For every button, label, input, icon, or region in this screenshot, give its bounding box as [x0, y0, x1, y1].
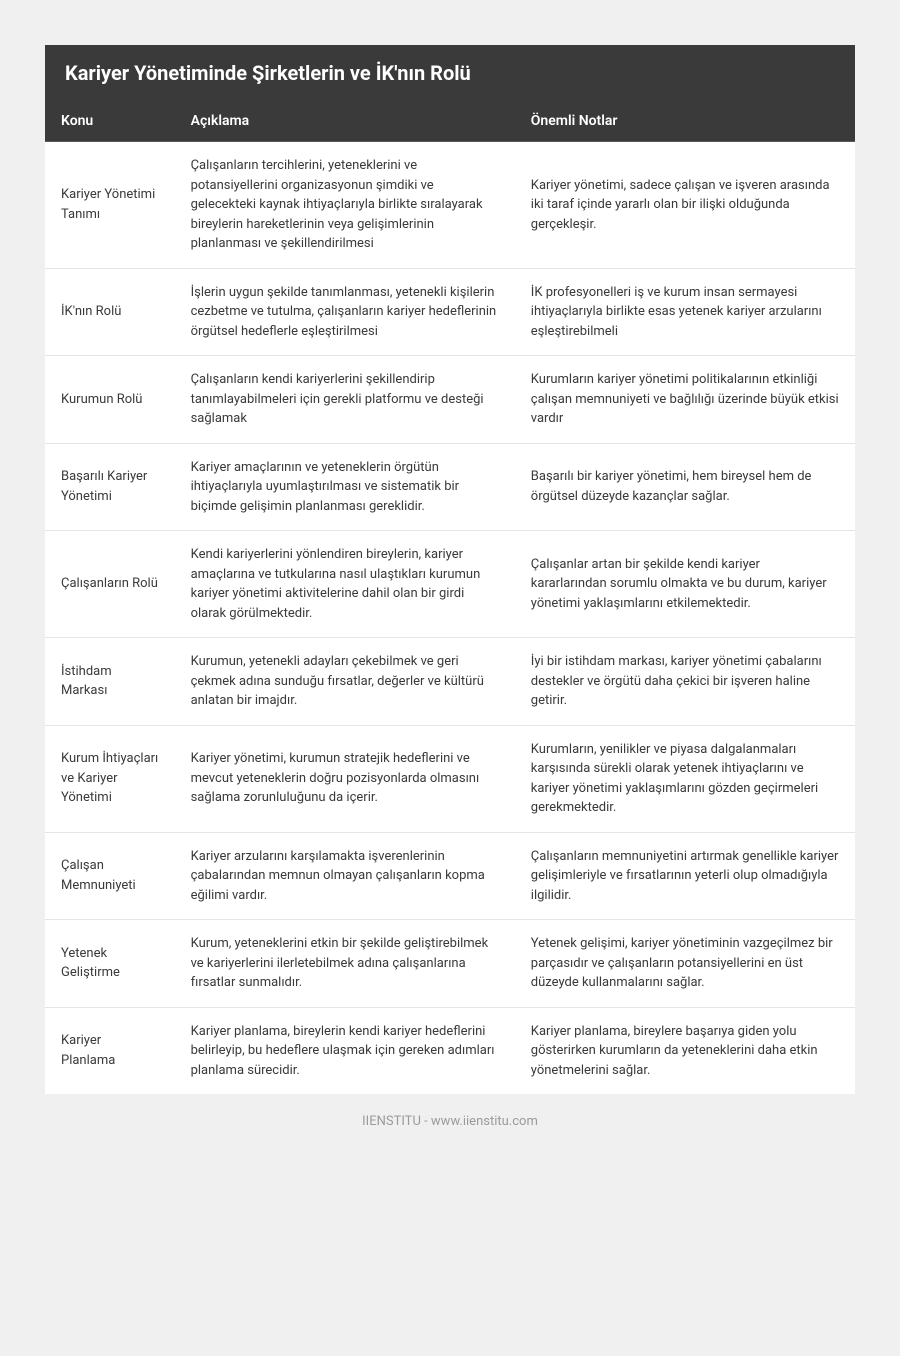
cell-notes: Kurumların, yenilikler ve piyasa dalgala…	[515, 725, 855, 832]
column-header-notes: Önemli Notlar	[515, 101, 855, 142]
table-row: Çalışan MemnuniyetiKariyer arzularını ka…	[45, 832, 855, 920]
cell-notes: Kariyer planlama, bireylere başarıya gid…	[515, 1007, 855, 1094]
table-row: İK'nın Rolüİşlerin uygun şekilde tanımla…	[45, 268, 855, 356]
document-title: Kariyer Yönetiminde Şirketlerin ve İK'nı…	[45, 45, 855, 101]
table-row: Kariyer PlanlamaKariyer planlama, bireyl…	[45, 1007, 855, 1094]
cell-notes: İyi bir istihdam markası, kariyer yöneti…	[515, 638, 855, 726]
column-header-topic: Konu	[45, 101, 175, 142]
cell-notes: Çalışanların memnuniyetini artırmak gene…	[515, 832, 855, 920]
cell-description: Kendi kariyerlerini yönlendiren bireyler…	[175, 531, 515, 638]
cell-topic: Kariyer Yönetimi Tanımı	[45, 142, 175, 269]
cell-topic: Çalışanların Rolü	[45, 531, 175, 638]
table-row: Başarılı Kariyer YönetimiKariyer amaçlar…	[45, 443, 855, 531]
document-container: Kariyer Yönetiminde Şirketlerin ve İK'nı…	[45, 45, 855, 1094]
table-header-row: Konu Açıklama Önemli Notlar	[45, 101, 855, 142]
cell-description: İşlerin uygun şekilde tanımlanması, yete…	[175, 268, 515, 356]
cell-topic: Çalışan Memnuniyeti	[45, 832, 175, 920]
cell-notes: Kurumların kariyer yönetimi politikaları…	[515, 356, 855, 444]
table-row: Kurum İhtiyaçları ve Kariyer YönetimiKar…	[45, 725, 855, 832]
cell-description: Kariyer amaçlarının ve yeteneklerin örgü…	[175, 443, 515, 531]
cell-notes: Kariyer yönetimi, sadece çalışan ve işve…	[515, 142, 855, 269]
column-header-description: Açıklama	[175, 101, 515, 142]
cell-topic: Yetenek Geliştirme	[45, 920, 175, 1008]
cell-description: Kariyer planlama, bireylerin kendi kariy…	[175, 1007, 515, 1094]
cell-description: Çalışanların tercihlerini, yeteneklerini…	[175, 142, 515, 269]
table-row: Yetenek GeliştirmeKurum, yeteneklerini e…	[45, 920, 855, 1008]
cell-topic: Kurum İhtiyaçları ve Kariyer Yönetimi	[45, 725, 175, 832]
table-row: Çalışanların RolüKendi kariyerlerini yön…	[45, 531, 855, 638]
table-row: İstihdam MarkasıKurumun, yetenekli adayl…	[45, 638, 855, 726]
cell-topic: Kariyer Planlama	[45, 1007, 175, 1094]
content-table: Konu Açıklama Önemli Notlar Kariyer Yöne…	[45, 101, 855, 1094]
cell-notes: Çalışanlar artan bir şekilde kendi kariy…	[515, 531, 855, 638]
cell-notes: Başarılı bir kariyer yönetimi, hem birey…	[515, 443, 855, 531]
cell-notes: Yetenek gelişimi, kariyer yönetiminin va…	[515, 920, 855, 1008]
cell-description: Kurum, yeteneklerini etkin bir şekilde g…	[175, 920, 515, 1008]
cell-topic: Başarılı Kariyer Yönetimi	[45, 443, 175, 531]
cell-description: Çalışanların kendi kariyerlerini şekille…	[175, 356, 515, 444]
cell-notes: İK profesyonelleri iş ve kurum insan ser…	[515, 268, 855, 356]
table-row: Kariyer Yönetimi TanımıÇalışanların terc…	[45, 142, 855, 269]
table-row: Kurumun RolüÇalışanların kendi kariyerle…	[45, 356, 855, 444]
cell-topic: İK'nın Rolü	[45, 268, 175, 356]
cell-topic: İstihdam Markası	[45, 638, 175, 726]
cell-description: Kariyer arzularını karşılamakta işverenl…	[175, 832, 515, 920]
footer-text: IIENSTITU - www.iienstitu.com	[45, 1094, 855, 1139]
cell-description: Kariyer yönetimi, kurumun stratejik hede…	[175, 725, 515, 832]
cell-topic: Kurumun Rolü	[45, 356, 175, 444]
cell-description: Kurumun, yetenekli adayları çekebilmek v…	[175, 638, 515, 726]
